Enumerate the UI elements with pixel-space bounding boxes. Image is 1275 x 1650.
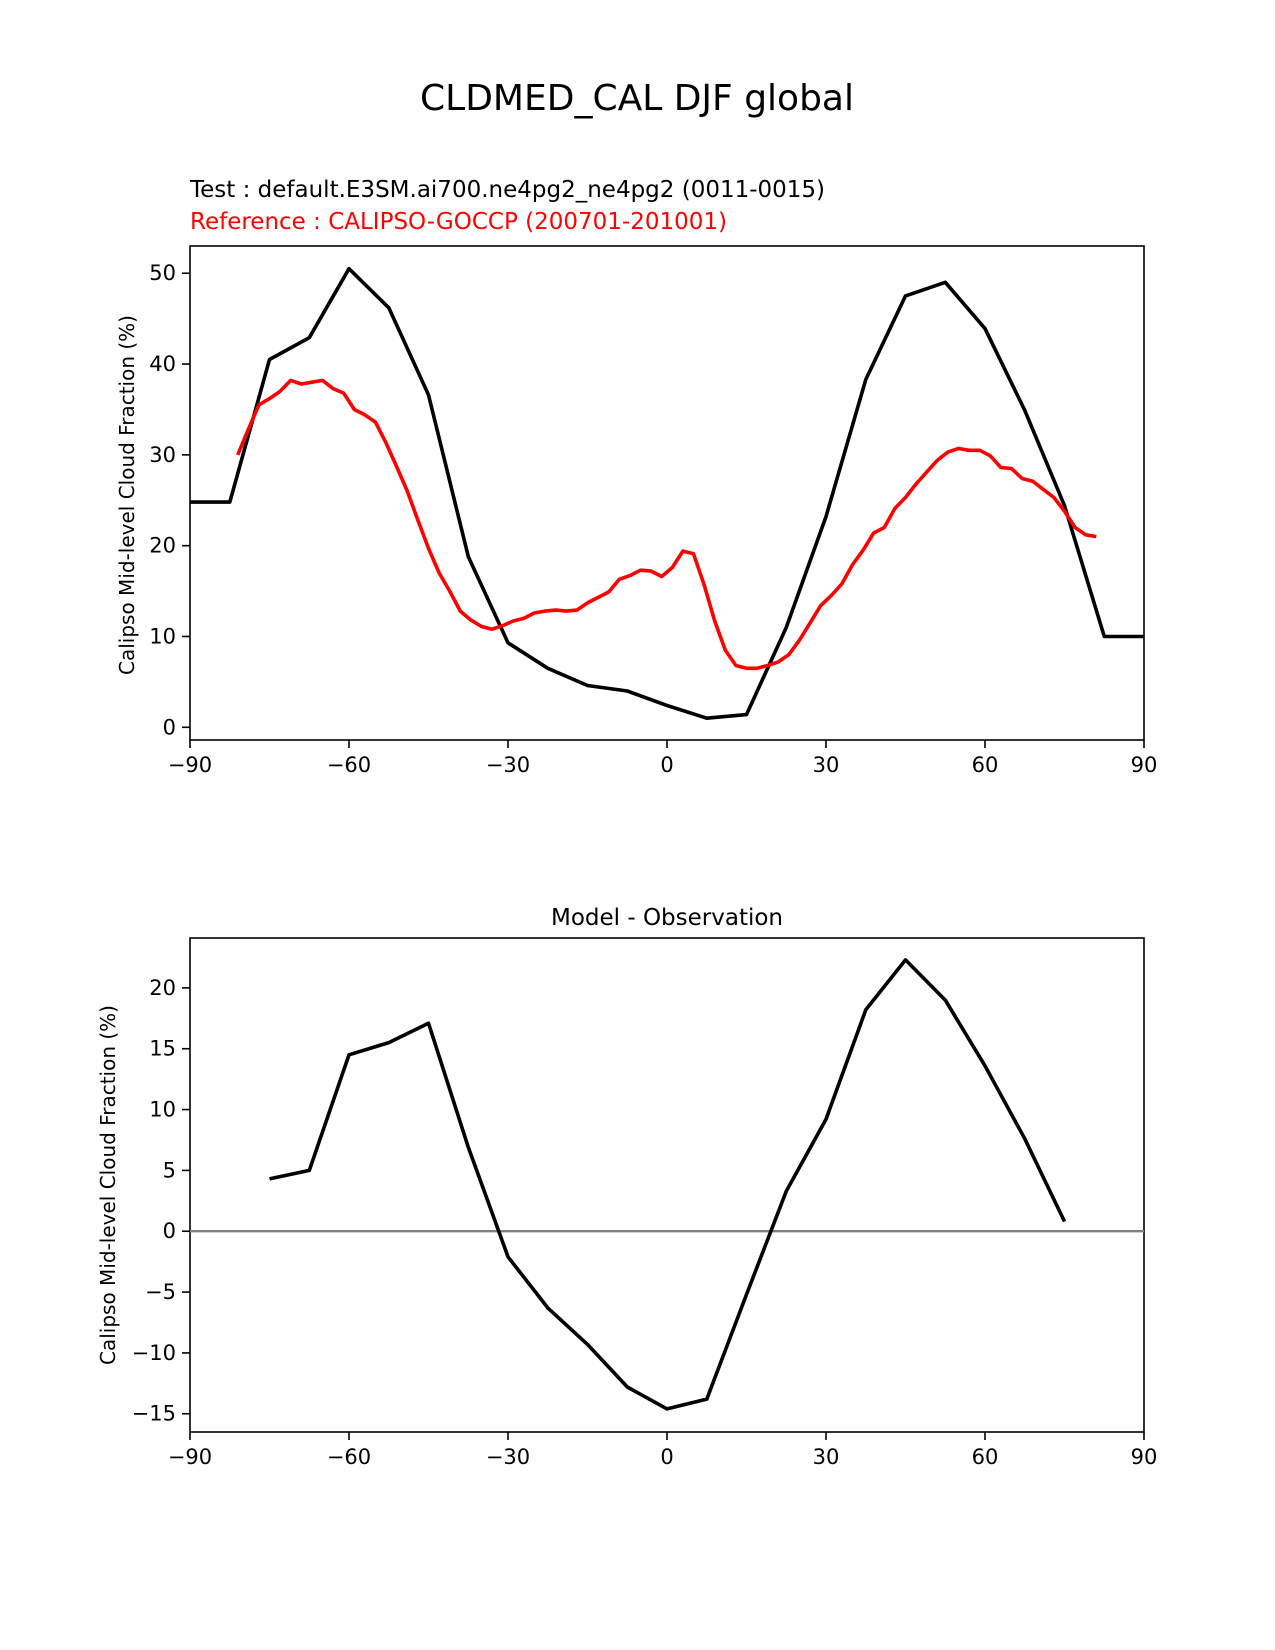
- x-tick-label: −60: [327, 753, 371, 777]
- y-tick-label: 0: [163, 715, 176, 739]
- y-tick-label: −15: [132, 1402, 176, 1426]
- y-tick-label: −5: [145, 1280, 176, 1304]
- bottom-plot-frame: [189, 937, 1145, 1433]
- y-tick-label: 10: [149, 624, 176, 648]
- y-tick-label: 50: [149, 261, 176, 285]
- x-tick-label: −90: [168, 753, 212, 777]
- test-title: Test : default.E3SM.ai700.ne4pg2_ne4pg2 …: [189, 177, 825, 203]
- y-tick-label: 5: [163, 1158, 176, 1182]
- x-tick-label: 90: [1131, 753, 1158, 777]
- bottom-y-axis-label: Calipso Mid-level Cloud Fraction (%): [96, 1005, 120, 1365]
- top-y-axis-label: Calipso Mid-level Cloud Fraction (%): [115, 315, 139, 675]
- top-plot-frame: [189, 245, 1145, 741]
- bottom-panel: Model - Observation Calipso Mid-level Cl…: [96, 905, 1157, 1469]
- y-tick-label: 20: [149, 976, 176, 1000]
- x-tick-label: 60: [972, 753, 999, 777]
- reference-series-line: [236, 378, 1097, 671]
- x-tick-label: −60: [327, 1445, 371, 1469]
- y-tick-label: 30: [149, 443, 176, 467]
- bottom-plot-lines: [269, 958, 1067, 1411]
- figure-title: CLDMED_CAL DJF global: [420, 78, 854, 119]
- difference-title: Model - Observation: [551, 905, 783, 931]
- x-tick-label: −30: [486, 1445, 530, 1469]
- x-tick-label: 90: [1131, 1445, 1158, 1469]
- y-tick-label: 40: [149, 352, 176, 376]
- test-series-line: [269, 958, 1067, 1411]
- y-tick-label: 15: [149, 1037, 176, 1061]
- x-tick-label: 0: [660, 753, 673, 777]
- bottom-axis-ticks: −90 −60 −30 0 30 60 90 −15 −10 −5 0 5 10 15 20: [132, 976, 1158, 1469]
- x-tick-label: 0: [660, 1445, 673, 1469]
- y-tick-label: 10: [149, 1098, 176, 1122]
- x-tick-label: 60: [972, 1445, 999, 1469]
- x-tick-label: −30: [486, 753, 530, 777]
- x-tick-label: 30: [813, 1445, 840, 1469]
- y-tick-label: 20: [149, 534, 176, 558]
- test-series-line: [190, 266, 1144, 721]
- top-plot-lines: [190, 266, 1144, 721]
- y-tick-label: 0: [163, 1219, 176, 1243]
- x-tick-label: 30: [813, 753, 840, 777]
- top-axis-ticks: −90 −60 −30 0 30 60 90 0 10 20 30 40 50: [149, 261, 1157, 777]
- x-tick-label: −90: [168, 1445, 212, 1469]
- reference-title: Reference : CALIPSO-GOCCP (200701-201001…: [190, 209, 727, 235]
- y-tick-label: −10: [132, 1341, 176, 1365]
- top-panel: Test : default.E3SM.ai700.ne4pg2_ne4pg2 …: [115, 177, 1157, 777]
